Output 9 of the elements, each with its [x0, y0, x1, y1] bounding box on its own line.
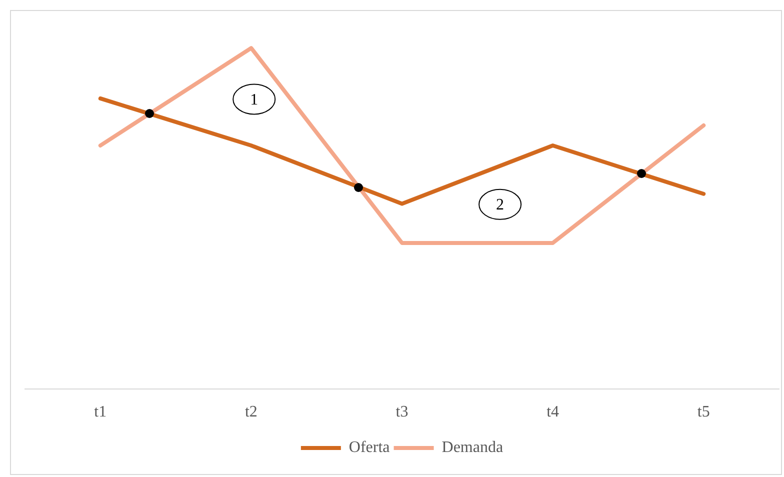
x-tick-label: t1	[94, 404, 107, 421]
legend-label: Demanda	[442, 439, 504, 456]
annotation: 1	[250, 91, 258, 108]
x-tick-label: t5	[697, 404, 710, 421]
x-tick-label: t2	[244, 404, 258, 421]
x-tick-label: t4	[546, 404, 560, 421]
annotation: 2	[496, 196, 504, 214]
legend-label: Oferta	[348, 439, 390, 456]
x-tick-label: t3	[396, 404, 408, 421]
